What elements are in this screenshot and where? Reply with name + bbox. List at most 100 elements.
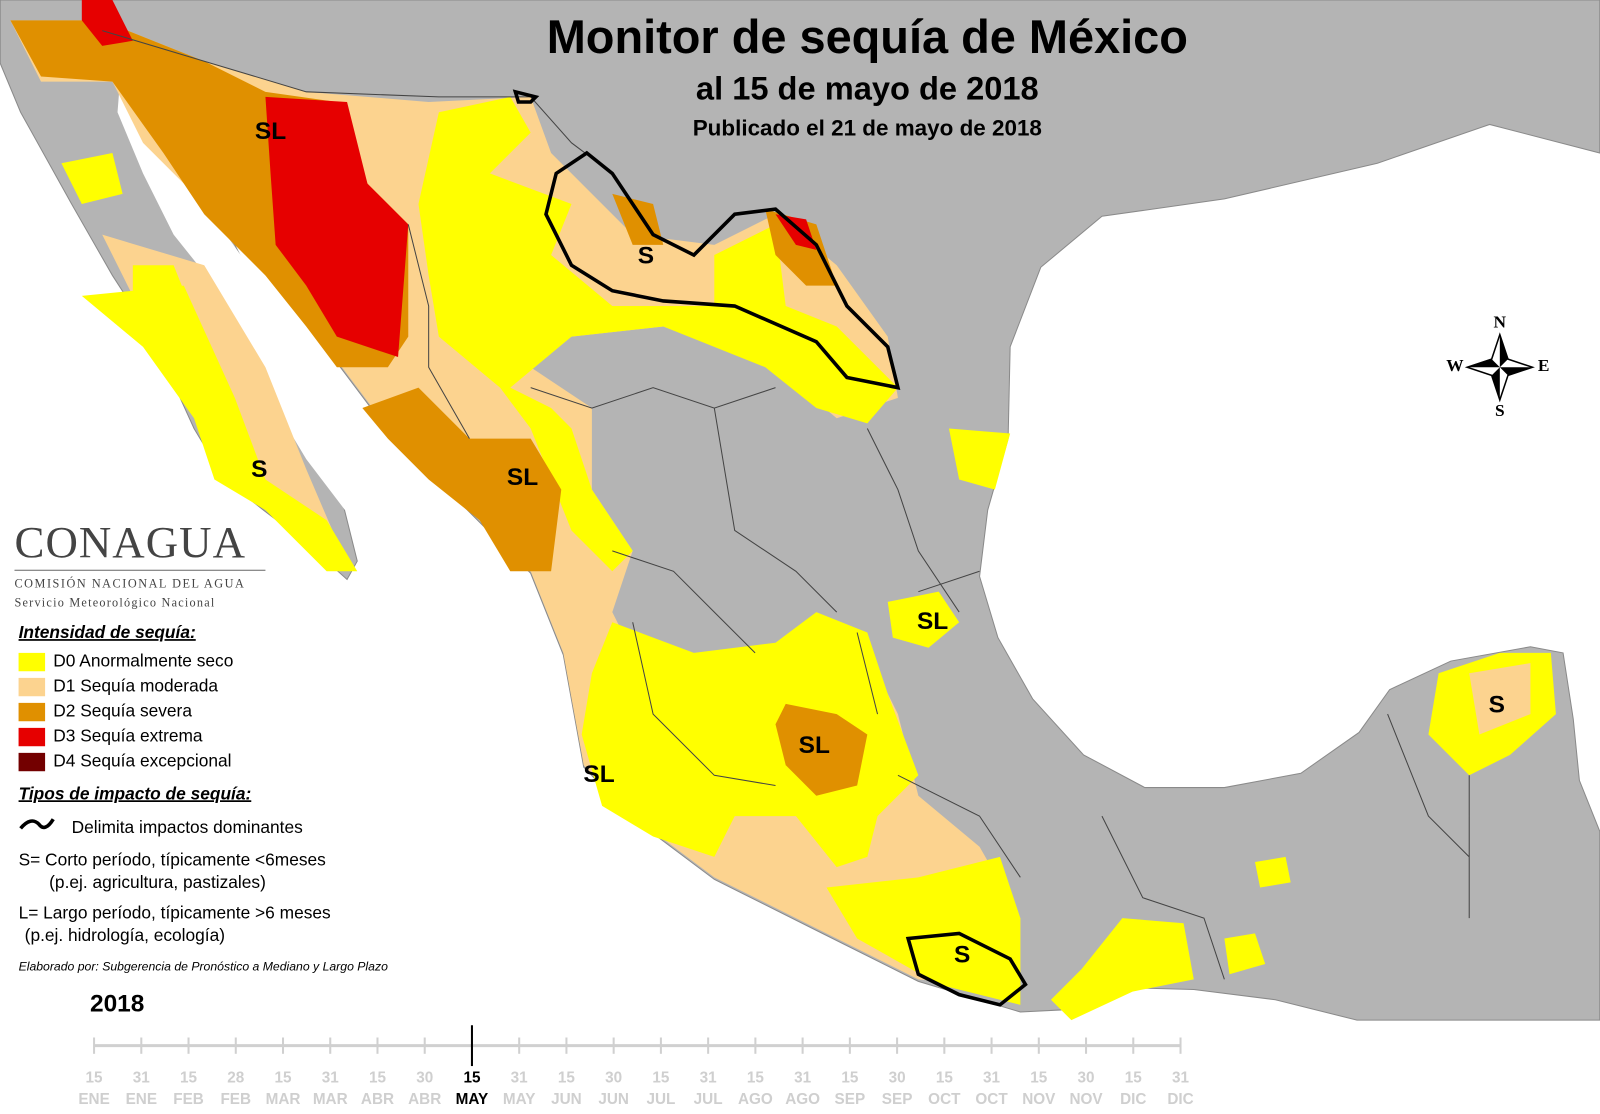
d0-area (1224, 856, 1291, 975)
timeline-day: 15 (652, 1069, 670, 1086)
compass-west: W (1446, 356, 1464, 375)
timeline-month: MAR (266, 1091, 301, 1108)
map-label: SL (507, 464, 538, 491)
title: Monitor de sequía de México (547, 11, 1188, 63)
subtitle: al 15 de mayo de 2018 (696, 69, 1039, 106)
d3-area (265, 96, 409, 358)
logo: CONAGUA COMISIÓN NACIONAL DEL AGUA Servi… (14, 517, 266, 610)
impact-detail: (p.ej. agricultura, pastizales) (49, 872, 266, 892)
impact-outline (544, 150, 901, 390)
d0-area (81, 285, 358, 572)
d2-area (775, 703, 868, 796)
d0-area (61, 153, 184, 291)
impact-line-sample (19, 818, 55, 830)
legend-title: Tipos de impacto de sequía: (19, 783, 252, 803)
timeline-month: MAY (503, 1091, 536, 1108)
timeline-day: 15 (936, 1069, 954, 1086)
timeline-day: 15 (86, 1069, 104, 1086)
d0-area (418, 96, 898, 572)
timeline-day: 31 (133, 1069, 151, 1086)
legend-swatch (18, 702, 46, 722)
timeline-day: 15 (1030, 1069, 1048, 1086)
timeline-day: 15 (274, 1069, 292, 1086)
map-label: S (251, 456, 267, 483)
timeline-month: OCT (928, 1091, 961, 1108)
timeline-month: ENE (126, 1091, 157, 1108)
impact-type: S= Corto período, típicamente <6meses (19, 850, 327, 870)
credit: Elaborado por: Subgerencia de Pronóstico… (19, 959, 389, 973)
d0-area (826, 856, 1021, 1005)
legend-swatch (18, 752, 46, 772)
timeline-month: NOV (1022, 1091, 1056, 1108)
logo-name: CONAGUA (14, 517, 246, 567)
legend-swatch (18, 677, 46, 697)
timeline-day: 30 (889, 1069, 906, 1086)
timeline-day: 30 (605, 1069, 622, 1086)
legend: Intensidad de sequía: Tipos de impacto d… (18, 622, 389, 973)
legend-label: D2 Sequía severa (53, 701, 192, 721)
impact-detail: (p.ej. hidrología, ecología) (25, 925, 225, 945)
timeline: 2018 15 ENE 31 ENE 15 FEB 28 FEB 15 MAR 31 MAR 15 ABR… (78, 990, 1193, 1107)
timeline-day: 15 (1125, 1069, 1143, 1086)
timeline-day: 31 (1172, 1069, 1190, 1086)
compass-north: N (1494, 312, 1507, 331)
timeline-month: FEB (220, 1091, 251, 1108)
compass-rose (1467, 334, 1533, 400)
map-label: S (638, 243, 654, 270)
legend-label: D3 Sequía extrema (53, 726, 203, 746)
d0-area (1050, 918, 1194, 1021)
compass: N E S W (1446, 312, 1549, 420)
timeline-day: 15 (747, 1069, 765, 1086)
timeline-month: JUL (694, 1091, 723, 1108)
timeline-month: JUN (598, 1091, 629, 1108)
timeline-day: 15 (841, 1069, 859, 1086)
timeline-day: 15 (463, 1069, 481, 1086)
timeline-day: 31 (700, 1069, 718, 1086)
gulf-of-california (117, 73, 358, 511)
published: Publicado el 21 de mayo de 2018 (693, 115, 1042, 140)
legend-swatch (18, 727, 46, 747)
d0-area (887, 591, 960, 648)
legend-title: Intensidad de sequía: (19, 622, 196, 642)
legend-label: D0 Anormalmente seco (53, 651, 233, 671)
timeline-year: 2018 (90, 990, 144, 1017)
d1-area (1469, 663, 1531, 735)
logo-agency: COMISIÓN NACIONAL DEL AGUA (14, 576, 245, 590)
timeline-day: 30 (416, 1069, 433, 1086)
timeline-month: ENE (78, 1091, 109, 1108)
legend-label: D4 Sequía excepcional (53, 751, 231, 771)
impact-outline (512, 89, 540, 104)
timeline-day: 31 (511, 1069, 529, 1086)
timeline-month: FEB (173, 1091, 204, 1108)
drought-areas (10, 0, 1556, 1021)
timeline-month: MAR (313, 1091, 348, 1108)
legend-swatch (18, 652, 46, 672)
timeline-month: DIC (1167, 1091, 1193, 1108)
compass-east: E (1538, 356, 1550, 375)
timeline-month: SEP (835, 1091, 866, 1108)
timeline-month: SEP (882, 1091, 913, 1108)
timeline-day: 15 (180, 1069, 198, 1086)
timeline-month: ABR (361, 1091, 394, 1108)
impact-outline (905, 931, 1028, 1007)
impact-type: L= Largo período, típicamente >6 meses (19, 903, 331, 923)
timeline-day: 30 (1078, 1069, 1095, 1086)
map-labels: SL S S SL SL SL SL S S (251, 118, 1505, 968)
d2-area (362, 387, 562, 572)
map-label: S (1489, 691, 1505, 718)
map-label: SL (255, 118, 286, 145)
impact-outlines (512, 89, 1028, 1007)
timeline-month: JUN (551, 1091, 582, 1108)
timeline-month: DIC (1120, 1091, 1146, 1108)
timeline-day: 31 (322, 1069, 340, 1086)
legend-label: D1 Sequía moderada (53, 676, 218, 696)
map-label: SL (799, 732, 830, 759)
impact-line-label: Delimita impactos dominantes (72, 817, 303, 837)
map-label: SL (917, 608, 948, 635)
timeline-month: OCT (975, 1091, 1008, 1108)
timeline-day: 31 (983, 1069, 1001, 1086)
timeline-day: 15 (558, 1069, 576, 1086)
d0-area (581, 612, 919, 868)
timeline-month: NOV (1069, 1091, 1103, 1108)
